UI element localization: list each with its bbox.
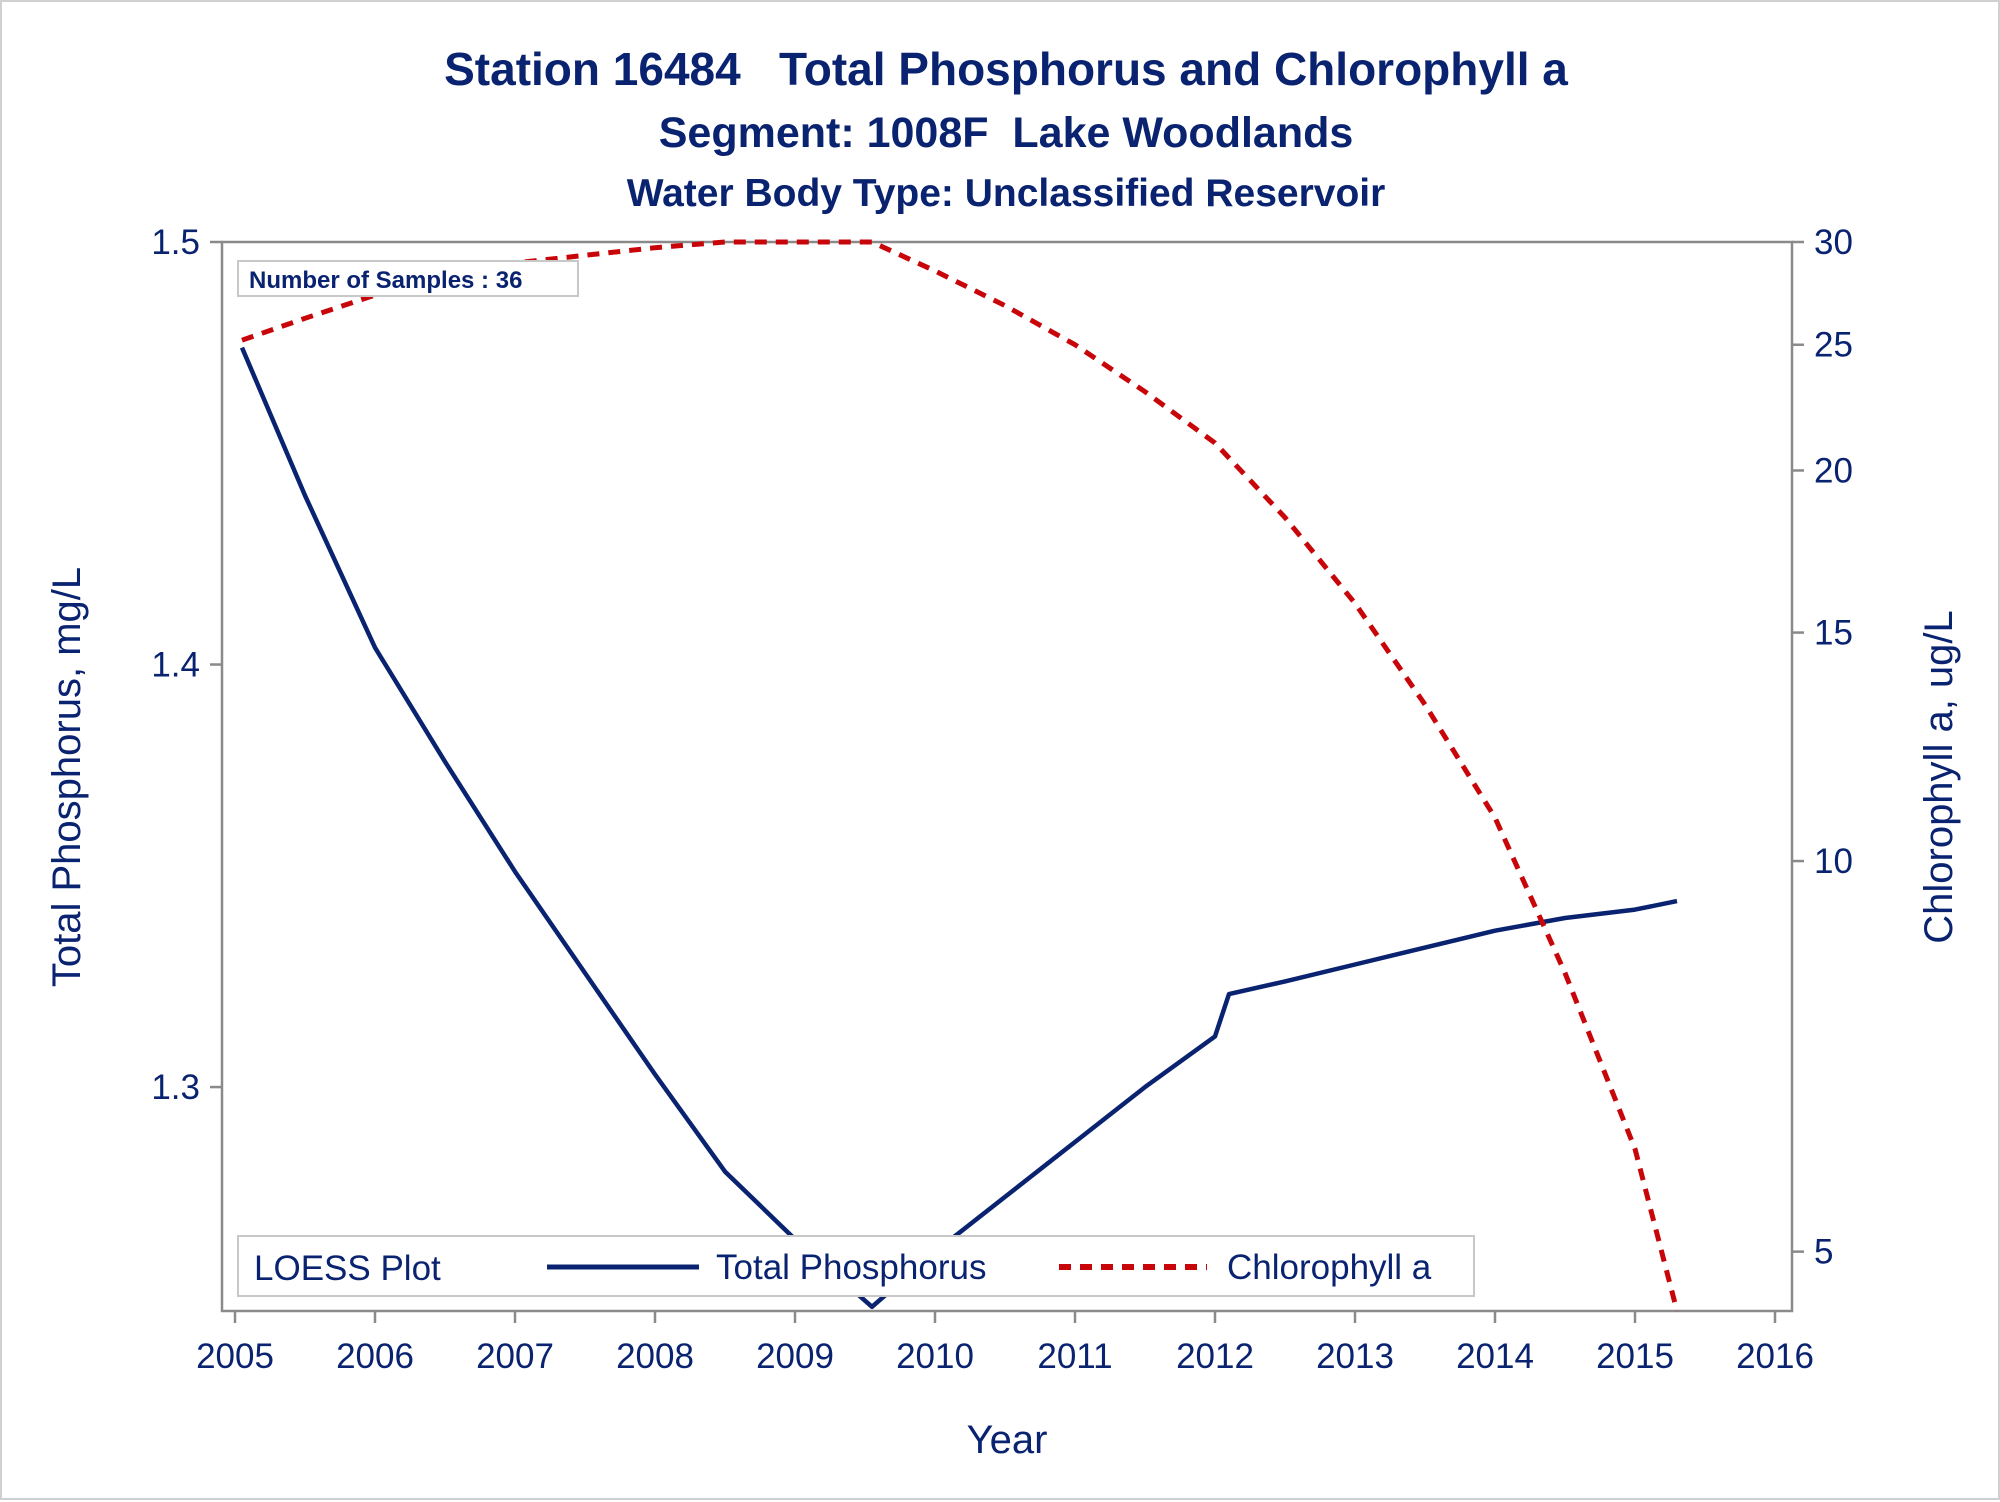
y-axis-right: 5 10 15 20 25 30 xyxy=(1792,223,1853,1272)
legend-label-chlorophyll-a: Chlorophyll a xyxy=(1227,1248,1432,1287)
x-tick-label-2007: 2007 xyxy=(476,1337,554,1376)
series-line-total-phosphorus xyxy=(239,346,1678,1310)
x-tick-label-2013: 2013 xyxy=(1316,1337,1394,1376)
sample-count-box xyxy=(237,260,579,297)
y2-tick-label-30: 30 xyxy=(1814,223,1853,262)
y-axis-label: Total Phosphorus, mg/L xyxy=(45,567,89,987)
y-tick-label-1.5: 1.5 xyxy=(151,223,200,262)
y-tick-label-1.3: 1.3 xyxy=(151,1068,200,1107)
x-tick-label-2012: 2012 xyxy=(1176,1337,1254,1376)
y2-tick-label-10: 10 xyxy=(1814,842,1853,881)
y2-tick-label-15: 15 xyxy=(1814,614,1853,653)
chart-subtitle: Segment: 1008F Lake Woodlands xyxy=(659,109,1354,157)
x-tick-label-2014: 2014 xyxy=(1456,1337,1534,1376)
plot-area xyxy=(220,240,1794,1313)
x-tick-label-2011: 2011 xyxy=(1037,1337,1112,1376)
x-tick-label-2010: 2010 xyxy=(896,1337,974,1376)
x-tick-label-2015: 2015 xyxy=(1596,1337,1674,1376)
x-axis: 2005 2006 2007 2008 2009 2010 2011 2012 2013 2014… xyxy=(196,1311,1814,1376)
x-axis-label: Year xyxy=(967,1418,1048,1462)
x-tick-label-2009: 2009 xyxy=(756,1337,834,1376)
legend-box xyxy=(237,1235,1475,1297)
y-axis-left: 1.3 1.4 1.5 xyxy=(151,223,222,1107)
chart-subtitle2: Water Body Type: Unclassified Reservoir xyxy=(627,172,1386,215)
legend-title: LOESS Plot xyxy=(254,1249,441,1288)
y2-tick-label-20: 20 xyxy=(1814,451,1853,490)
legend-label-total-phosphorus: Total Phosphorus xyxy=(716,1248,986,1287)
x-tick-label-2005: 2005 xyxy=(196,1337,274,1376)
x-tick-label-2016: 2016 xyxy=(1736,1337,1814,1376)
y2-tick-label-5: 5 xyxy=(1814,1233,1833,1272)
y2-axis-label: Chlorophyll a, ug/L xyxy=(1917,610,1961,944)
legend: LOESS Plot Total Phosphorus Chlorophyll … xyxy=(237,1235,1475,1297)
series-layer xyxy=(239,239,1680,1312)
sample-count-label: Number of Samples : 36 xyxy=(249,267,522,294)
series-line-chlorophyll-a xyxy=(241,239,1680,1312)
y2-tick-label-25: 25 xyxy=(1814,326,1853,365)
y-tick-label-1.4: 1.4 xyxy=(151,646,200,685)
x-tick-label-2006: 2006 xyxy=(336,1337,414,1376)
chart-title: Station 16484 Total Phosphorus and Chlor… xyxy=(444,43,1568,95)
x-tick-label-2008: 2008 xyxy=(616,1337,694,1376)
